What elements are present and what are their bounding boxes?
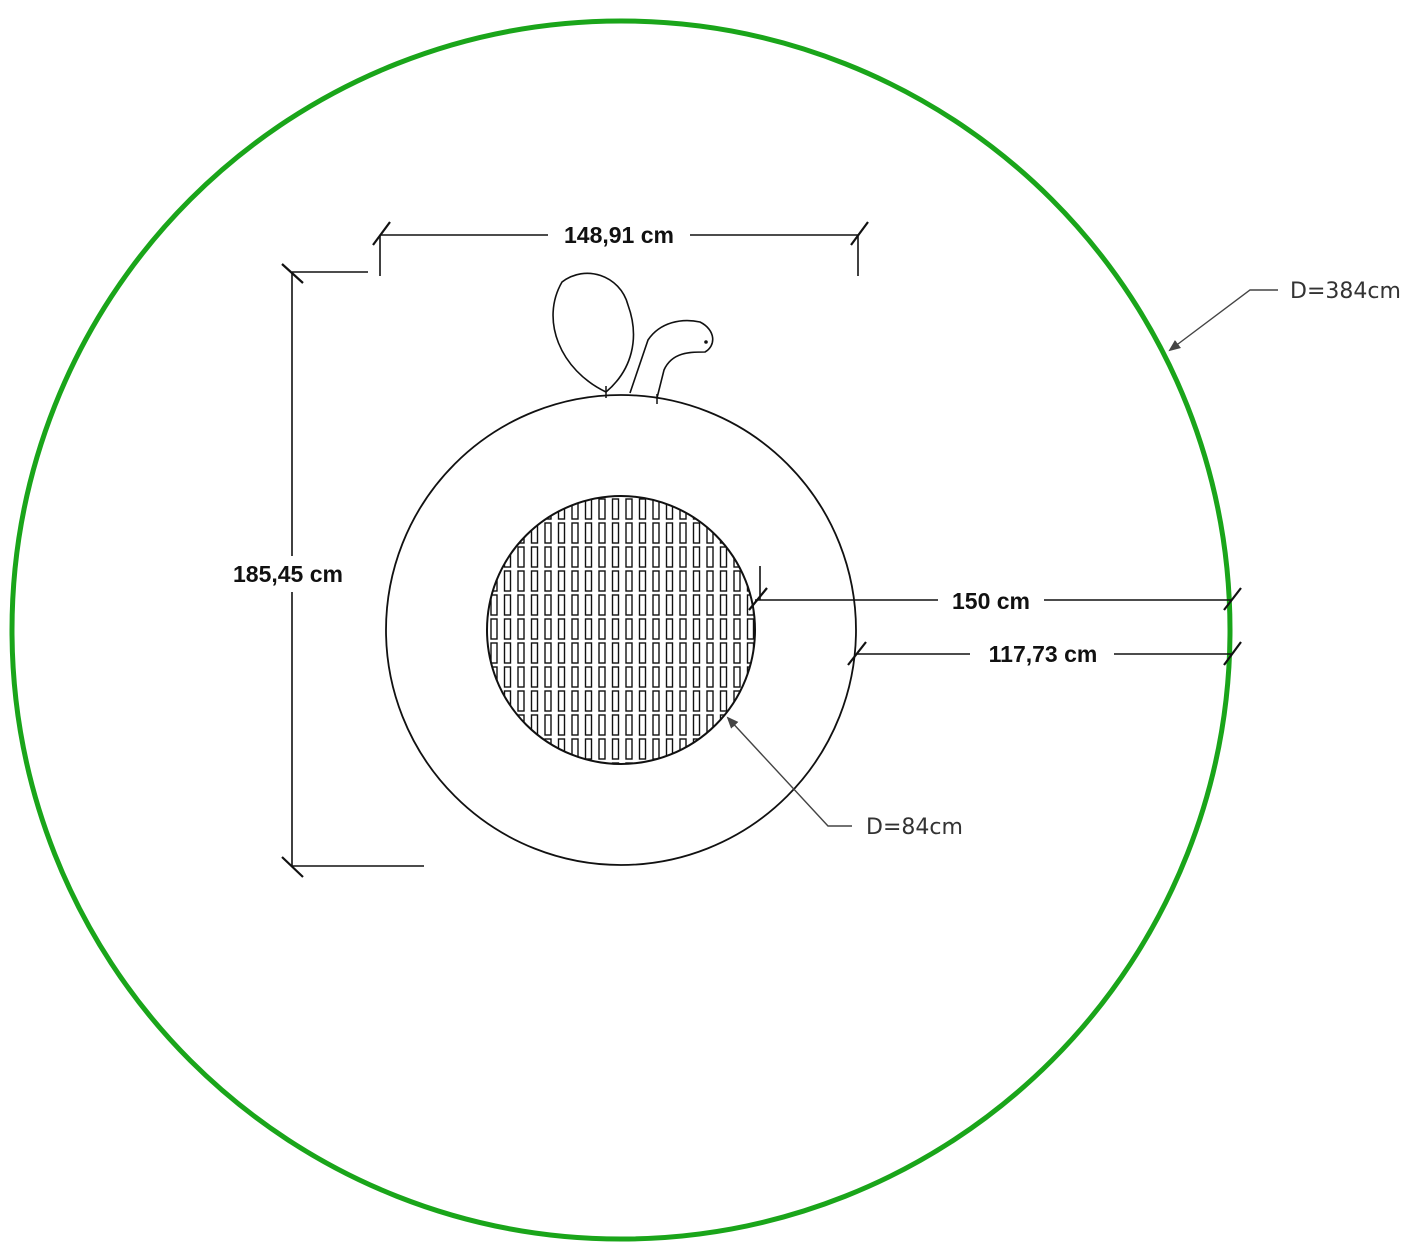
dimension-right-lower-label: 117,73 cm [989,641,1098,667]
leader-inner-diameter: D=84cm [726,716,963,840]
dimension-top-width-label: 148,91 cm [564,222,674,248]
inner-circle [486,495,756,765]
inner-slat-area [487,496,755,764]
outer-diameter-label: D=384cm [1290,279,1401,304]
dimension-right-lower: 117,73 cm [847,641,1242,667]
dimension-right-upper-label: 150 cm [952,588,1030,614]
dimension-right-upper: 150 cm [748,566,1242,614]
leader-outer-diameter: D=384cm [1168,279,1401,352]
dimension-left-height: 185,45 cm [210,263,424,878]
apple-stem [629,319,714,399]
outer-boundary-circle [9,18,1233,1242]
dimension-left-height-label: 185,45 cm [233,561,343,587]
dimension-top-width: 148,91 cm [372,221,869,276]
stem-dot [704,340,708,344]
apple-leaf [552,272,635,393]
inner-diameter-label: D=84cm [866,815,963,840]
